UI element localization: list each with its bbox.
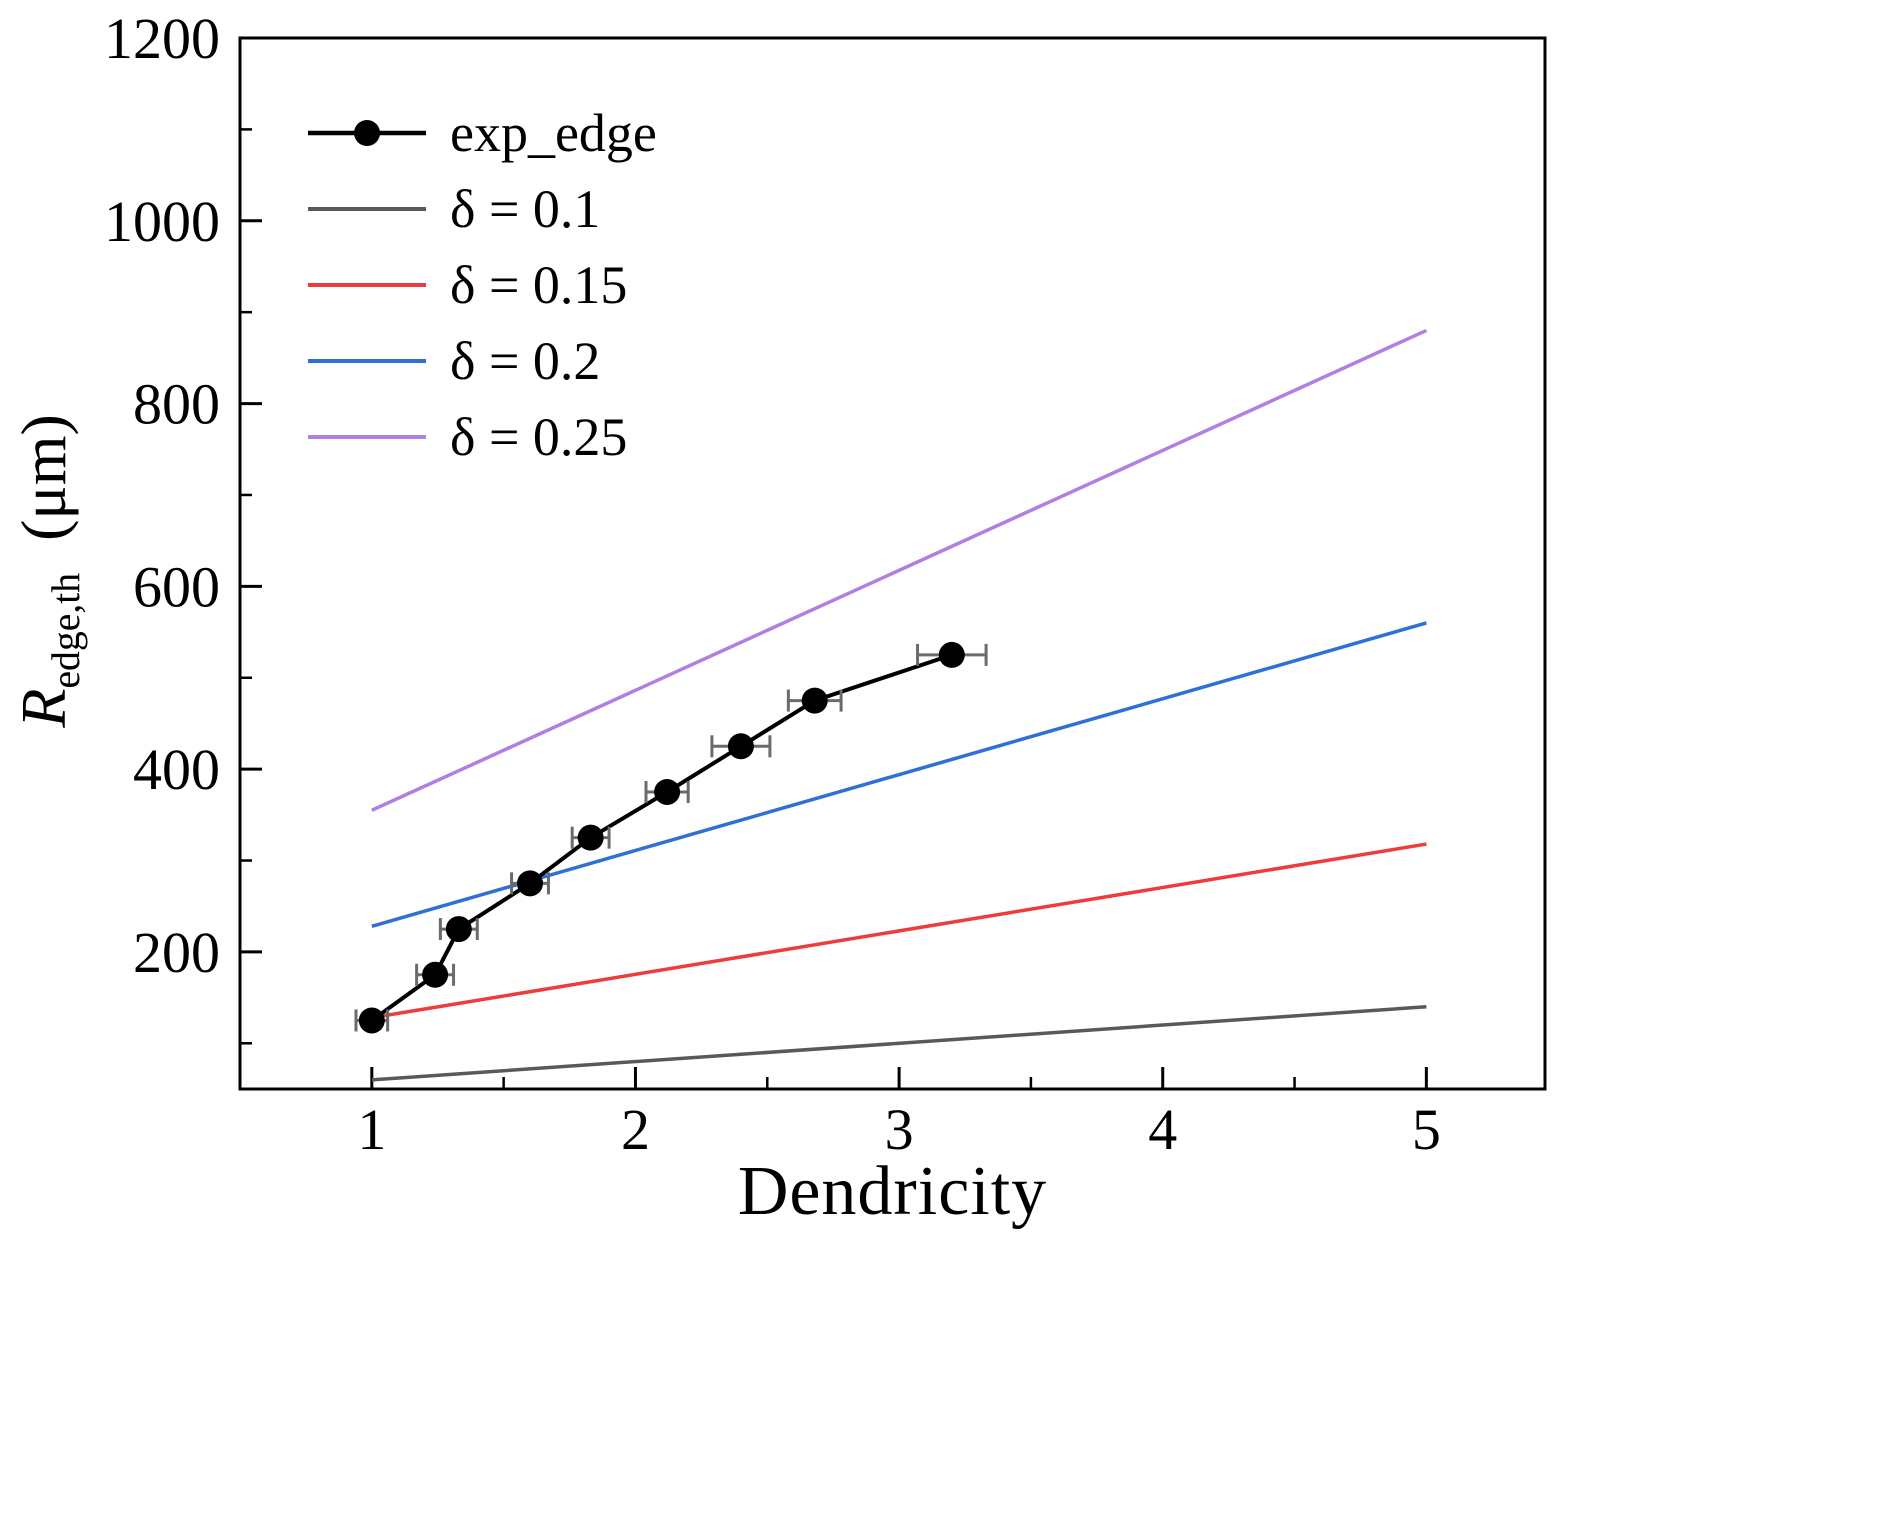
data-point [577, 824, 604, 851]
data-point [727, 733, 754, 760]
data-point [358, 1007, 385, 1034]
y-tick-label: 600 [133, 554, 220, 619]
x-axis-title: Dendricity [737, 1153, 1048, 1230]
legend-label: δ = 0.1 [450, 179, 600, 239]
legend-label: exp_edge [450, 103, 657, 163]
y-tick-label: 800 [133, 372, 220, 437]
data-point [517, 870, 543, 897]
y-axis-title: Redge,th (μm) [4, 291, 106, 851]
plot-frame [238, 36, 1547, 1091]
x-tick-label: 3 [885, 1097, 914, 1162]
data-point [445, 916, 472, 943]
legend-label: δ = 0.25 [450, 407, 627, 467]
legend-marker-sample [354, 120, 380, 146]
data-point [801, 687, 828, 714]
exp-line [370, 652, 953, 1023]
x-tick-label: 5 [1412, 1097, 1441, 1162]
x-tick-label: 4 [1148, 1097, 1177, 1162]
y-tick-label: 400 [133, 737, 220, 802]
y-tick-label: 200 [133, 920, 220, 985]
x-tick-label: 1 [357, 1097, 386, 1162]
legend-label: δ = 0.15 [450, 255, 627, 315]
y-tick-label: 1200 [104, 6, 220, 71]
data-point [654, 778, 681, 805]
y-axis-symbol: R [8, 688, 80, 728]
y-tick-label: 1000 [104, 189, 220, 254]
y-axis-subscript: edge,th [43, 572, 88, 689]
theory-line [371, 328, 1428, 812]
data-point [422, 961, 449, 988]
y-axis-unit: (μm) [8, 414, 80, 541]
theory-line [371, 842, 1427, 1020]
theory-line [371, 1005, 1427, 1082]
x-tick-label: 2 [621, 1097, 650, 1162]
legend-label: δ = 0.2 [450, 331, 600, 391]
data-point [938, 641, 965, 668]
